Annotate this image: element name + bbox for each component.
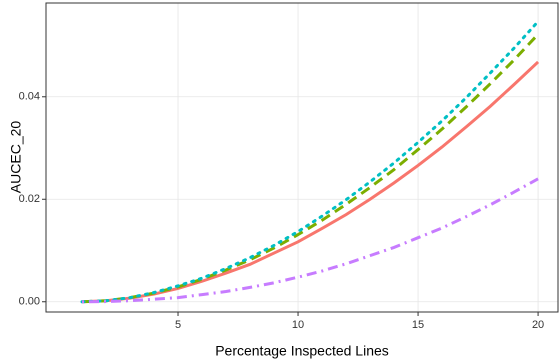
series-line [81,33,540,304]
y-tick-label: 0.00 [19,296,40,308]
x-tick-label: 5 [175,319,181,331]
x-tick-label: 10 [292,319,304,331]
y-tick-label: 0.02 [19,193,40,205]
x-tick-label: 20 [532,319,544,331]
plot-border [45,2,559,313]
series-line [80,19,540,304]
series-line [81,177,539,304]
series-line [81,60,540,304]
x-tick-label: 15 [412,319,424,331]
y-axis-title: AUCEC_20 [8,121,24,194]
x-axis-title: Percentage Inspected Lines [215,343,389,359]
y-tick-label: 0.04 [19,91,40,103]
